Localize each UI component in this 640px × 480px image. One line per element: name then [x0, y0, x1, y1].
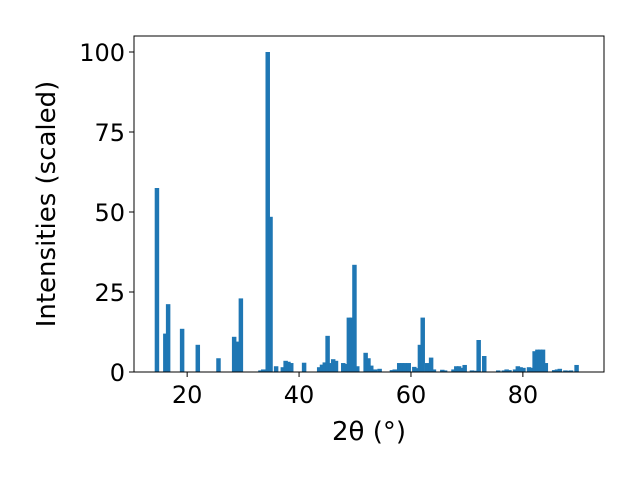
- bar: [529, 367, 535, 372]
- bar: [396, 363, 402, 372]
- bar: [424, 363, 430, 372]
- axis-ticks: 20 40 60 80 0 25 50 75 100: [79, 39, 538, 409]
- y-tick-label: 50: [94, 199, 125, 227]
- bar: [462, 364, 467, 372]
- bar: [402, 363, 408, 372]
- x-tick-label: 20: [172, 381, 203, 409]
- bar: [451, 369, 456, 372]
- bar: [532, 351, 537, 372]
- bar: [261, 369, 266, 372]
- bar: [258, 370, 263, 372]
- bar: [454, 366, 459, 372]
- y-tick-label: 0: [110, 359, 125, 387]
- bar: [377, 368, 382, 372]
- bar: [507, 370, 512, 372]
- y-tick-label: 100: [79, 39, 125, 67]
- bar: [352, 264, 357, 372]
- bar: [319, 364, 325, 372]
- bar: [163, 333, 168, 372]
- bar: [238, 298, 244, 372]
- bar: [414, 368, 420, 372]
- bar: [469, 370, 475, 372]
- bar: [428, 357, 434, 372]
- bar: [234, 341, 240, 372]
- bar: [540, 349, 546, 372]
- bar: [288, 363, 294, 372]
- y-tick-label: 75: [94, 119, 125, 147]
- bar: [366, 358, 371, 372]
- bar: [551, 370, 557, 372]
- bar: [273, 366, 279, 372]
- bar: [563, 370, 568, 372]
- y-axis-label: Intensities (scaled): [32, 81, 62, 328]
- bar: [265, 52, 270, 372]
- bar: [369, 365, 374, 372]
- x-tick-label: 80: [508, 381, 539, 409]
- bar: [431, 369, 437, 372]
- bar: [399, 363, 405, 372]
- bar: [355, 366, 360, 372]
- bar: [330, 359, 336, 372]
- y-tick-label: 25: [94, 279, 125, 307]
- bar: [389, 370, 395, 372]
- bar: [372, 369, 378, 372]
- bar: [283, 360, 288, 372]
- bar: [343, 364, 349, 372]
- bar: [473, 370, 479, 372]
- bar: [456, 366, 462, 372]
- x-tick-label: 40: [284, 381, 315, 409]
- bar: [501, 370, 507, 372]
- bar: [179, 328, 185, 372]
- bar: [565, 370, 571, 372]
- bar: [535, 349, 540, 372]
- bar: [165, 304, 171, 372]
- bar: [328, 363, 333, 372]
- bar: [496, 370, 501, 372]
- bar: [526, 367, 532, 372]
- bar: [417, 344, 423, 372]
- bar: [543, 363, 549, 372]
- plot-frame: [133, 35, 605, 373]
- bar: [574, 364, 579, 372]
- bar: [154, 188, 160, 372]
- bar: [512, 369, 518, 372]
- bar: [349, 317, 354, 372]
- bar: [392, 369, 397, 372]
- bar: [286, 361, 291, 372]
- x-axis-label: 2θ (°): [332, 417, 406, 447]
- bar: [316, 367, 322, 372]
- bar: [515, 366, 521, 372]
- bar: [482, 356, 487, 372]
- bar-series: [154, 52, 579, 372]
- bar: [268, 216, 273, 372]
- bar: [346, 317, 352, 372]
- bar: [557, 368, 563, 372]
- bar: [518, 367, 523, 372]
- bar: [568, 370, 574, 372]
- bar: [537, 349, 543, 372]
- bar: [554, 369, 560, 372]
- bar: [521, 367, 526, 372]
- bar: [459, 367, 465, 372]
- bar: [325, 335, 330, 372]
- bar: [363, 352, 368, 372]
- bar: [504, 369, 509, 372]
- bar: [440, 369, 445, 372]
- x-tick-label: 60: [396, 381, 427, 409]
- bar: [476, 340, 481, 372]
- bar: [406, 363, 411, 372]
- bar: [301, 362, 307, 372]
- bar: [420, 317, 425, 372]
- bar: [195, 344, 201, 372]
- bar: [322, 362, 328, 372]
- bar: [280, 367, 286, 372]
- bar: [231, 336, 237, 372]
- bar: [341, 363, 346, 372]
- bar: [216, 358, 221, 372]
- bar: [412, 366, 417, 372]
- bar: [333, 360, 339, 372]
- bar: [442, 370, 448, 372]
